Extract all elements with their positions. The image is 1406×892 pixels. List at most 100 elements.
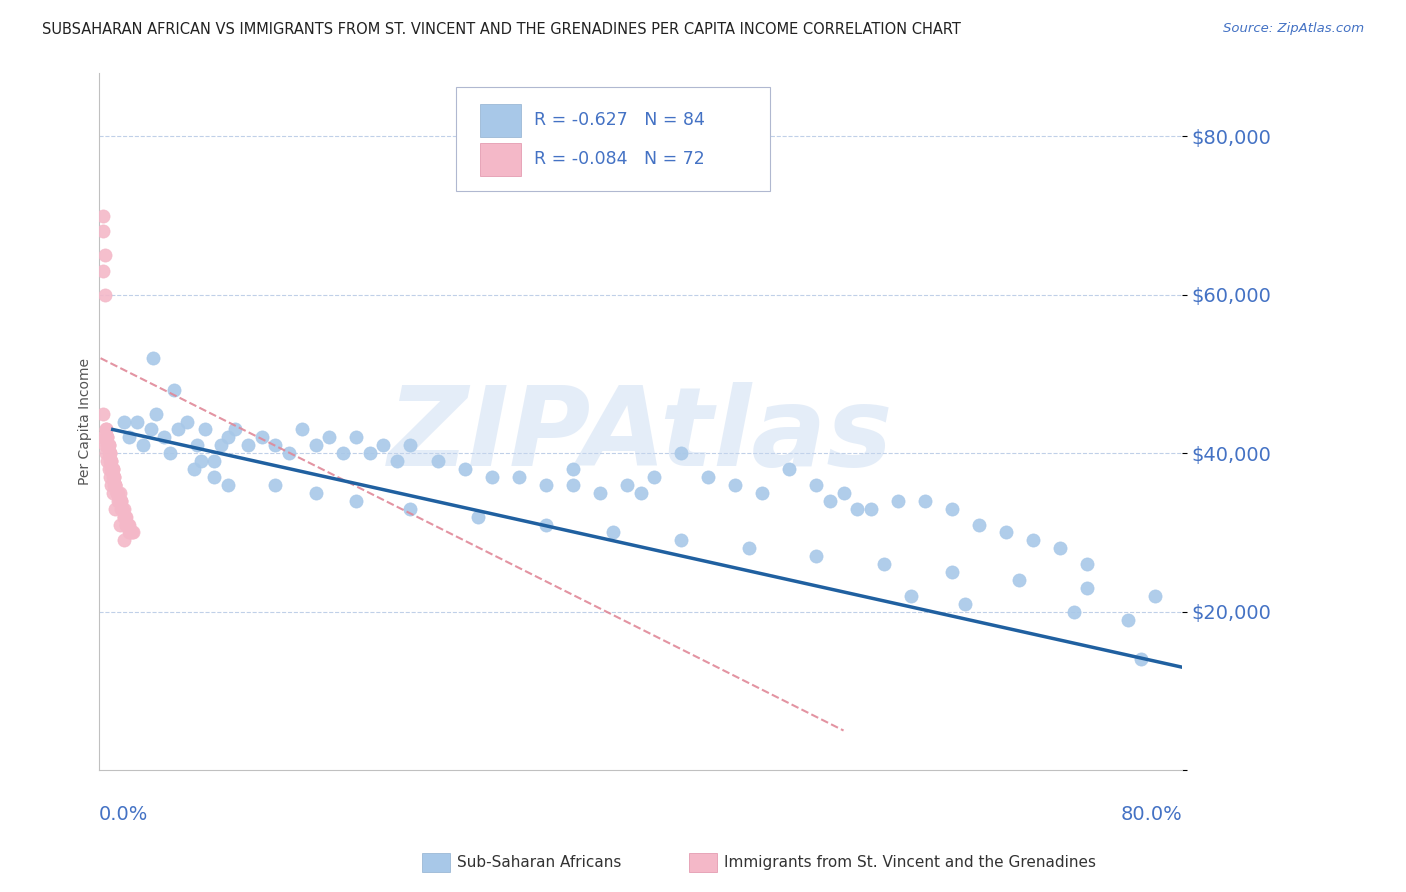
Point xyxy=(1076,557,1098,571)
Point xyxy=(344,430,367,444)
Point xyxy=(1130,652,1153,666)
Text: R = -0.084   N = 72: R = -0.084 N = 72 xyxy=(534,151,706,169)
Point xyxy=(1076,581,1098,595)
Point xyxy=(120,525,142,540)
Point xyxy=(93,248,115,262)
Point xyxy=(886,493,908,508)
Point xyxy=(318,430,340,444)
Point xyxy=(139,422,162,436)
Point xyxy=(399,438,422,452)
Point xyxy=(104,478,127,492)
Text: 80.0%: 80.0% xyxy=(1121,805,1182,824)
Point xyxy=(630,486,652,500)
Point xyxy=(131,438,153,452)
Point xyxy=(93,438,115,452)
Point xyxy=(738,541,761,556)
Point xyxy=(111,501,134,516)
Point xyxy=(145,407,167,421)
Point xyxy=(97,462,120,476)
Point xyxy=(163,383,186,397)
Point xyxy=(194,422,217,436)
Point xyxy=(778,462,800,476)
Point xyxy=(900,589,922,603)
Point xyxy=(118,525,141,540)
Point xyxy=(117,517,139,532)
Point xyxy=(110,501,132,516)
Point xyxy=(97,438,120,452)
Point xyxy=(98,446,121,460)
Point xyxy=(602,525,624,540)
Point xyxy=(108,486,131,500)
FancyBboxPatch shape xyxy=(457,87,770,192)
Point xyxy=(385,454,408,468)
Point xyxy=(94,430,117,444)
Point xyxy=(111,501,134,516)
Point xyxy=(183,462,205,476)
Point xyxy=(91,264,114,278)
Point xyxy=(941,501,963,516)
Point xyxy=(127,415,149,429)
Point xyxy=(96,430,118,444)
Point xyxy=(846,501,869,516)
Point xyxy=(669,446,692,460)
Point xyxy=(105,486,128,500)
Point xyxy=(616,478,638,492)
Point xyxy=(202,470,225,484)
Point xyxy=(104,501,127,516)
Text: SUBSAHARAN AFRICAN VS IMMIGRANTS FROM ST. VINCENT AND THE GRENADINES PER CAPITA : SUBSAHARAN AFRICAN VS IMMIGRANTS FROM ST… xyxy=(42,22,962,37)
Point xyxy=(643,470,665,484)
Point xyxy=(96,454,118,468)
Point xyxy=(217,430,239,444)
Point xyxy=(112,509,135,524)
Point xyxy=(941,565,963,579)
Point xyxy=(111,501,134,516)
Point xyxy=(399,501,422,516)
Point xyxy=(94,430,117,444)
Point xyxy=(159,446,181,460)
Point xyxy=(806,549,828,564)
Point xyxy=(291,422,314,436)
Point xyxy=(108,517,131,532)
Point xyxy=(359,446,381,460)
Point xyxy=(97,446,120,460)
Point xyxy=(1049,541,1071,556)
Point xyxy=(561,462,583,476)
Point xyxy=(108,493,131,508)
Point xyxy=(534,478,557,492)
Point xyxy=(142,351,165,366)
Point xyxy=(96,430,118,444)
Text: ZIPAtlas: ZIPAtlas xyxy=(388,382,893,489)
Point xyxy=(832,486,855,500)
Point xyxy=(209,438,232,452)
Point xyxy=(114,509,136,524)
Point xyxy=(112,415,135,429)
Point xyxy=(98,446,121,460)
Point xyxy=(107,486,129,500)
Point xyxy=(112,501,135,516)
Point xyxy=(100,454,122,468)
Point xyxy=(426,454,449,468)
Point xyxy=(724,478,747,492)
Point xyxy=(114,509,136,524)
Point xyxy=(481,470,503,484)
Point xyxy=(115,517,138,532)
Point xyxy=(1116,613,1139,627)
Point xyxy=(115,517,138,532)
Point xyxy=(104,478,127,492)
Point xyxy=(250,430,273,444)
Point xyxy=(94,446,117,460)
Text: Source: ZipAtlas.com: Source: ZipAtlas.com xyxy=(1223,22,1364,36)
Point xyxy=(1022,533,1045,548)
Point xyxy=(508,470,530,484)
Point xyxy=(186,438,208,452)
Point xyxy=(101,470,124,484)
Point xyxy=(955,597,977,611)
Point xyxy=(176,415,198,429)
Point xyxy=(96,438,118,452)
FancyBboxPatch shape xyxy=(481,143,522,176)
Point xyxy=(202,454,225,468)
Point xyxy=(994,525,1017,540)
Point xyxy=(1143,589,1166,603)
Point xyxy=(114,509,136,524)
Point xyxy=(534,517,557,532)
